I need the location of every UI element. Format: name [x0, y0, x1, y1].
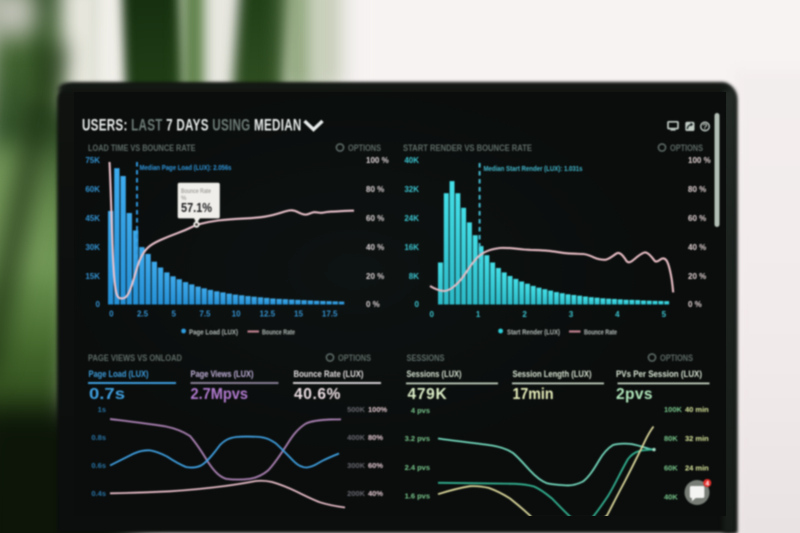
svg-text:40K: 40K [664, 493, 678, 502]
svg-text:100 %: 100 % [366, 156, 389, 165]
svg-text:5: 5 [171, 310, 176, 319]
svg-text:20 %: 20 % [688, 272, 706, 281]
svg-text:Session Length (LUX): Session Length (LUX) [513, 369, 592, 380]
svg-text:1s: 1s [98, 405, 106, 414]
svg-text:0.4s: 0.4s [91, 489, 106, 498]
svg-text:%: % [181, 196, 187, 202]
svg-text:60 %: 60 % [366, 214, 384, 223]
svg-text:500K: 500K [347, 405, 366, 414]
svg-text:0 %: 0 % [366, 300, 380, 309]
svg-text:OPTIONS: OPTIONS [670, 143, 703, 154]
svg-text:300K: 300K [347, 461, 366, 470]
svg-text:40 %: 40 % [688, 243, 706, 252]
svg-text:80 %: 80 % [366, 185, 384, 194]
svg-text:OPTIONS: OPTIONS [348, 143, 381, 154]
svg-text:LOAD TIME VS BOUNCE RATE: LOAD TIME VS BOUNCE RATE [88, 143, 196, 153]
svg-text:200K: 200K [347, 489, 366, 498]
svg-text:8K: 8K [409, 272, 419, 281]
svg-text:80%: 80% [368, 433, 383, 442]
svg-text:40%: 40% [368, 489, 383, 498]
svg-text:SESSIONS: SESSIONS [407, 353, 445, 363]
svg-text:24K: 24K [404, 214, 419, 223]
svg-text:OPTIONS: OPTIONS [338, 353, 371, 364]
svg-text:Page Views (LUX): Page Views (LUX) [191, 369, 254, 380]
svg-text:0.6s: 0.6s [91, 461, 106, 470]
svg-text:100 %: 100 % [688, 156, 711, 165]
svg-text:0: 0 [109, 310, 114, 319]
svg-text:0: 0 [429, 310, 434, 319]
svg-text:2.4 pvs: 2.4 pvs [405, 463, 430, 472]
svg-text:32 min: 32 min [685, 434, 709, 443]
svg-text:0: 0 [96, 300, 101, 309]
svg-text:2: 2 [522, 310, 527, 319]
svg-text:PAGE VIEWS VS ONLOAD: PAGE VIEWS VS ONLOAD [88, 353, 182, 363]
svg-text:1.6 pvs: 1.6 pvs [405, 492, 430, 501]
svg-text:15: 15 [294, 310, 303, 319]
svg-text:80 %: 80 % [688, 185, 706, 194]
svg-text:?: ? [702, 122, 707, 132]
svg-text:10: 10 [232, 310, 241, 319]
svg-text:4: 4 [615, 310, 620, 319]
svg-text:Bounce Rate: Bounce Rate [181, 189, 212, 195]
svg-text:Page Load (LUX): Page Load (LUX) [89, 369, 149, 380]
svg-text:40 %: 40 % [366, 243, 384, 252]
svg-text:20 %: 20 % [366, 272, 384, 281]
svg-text:2pvs: 2pvs [616, 386, 653, 403]
svg-text:80K: 80K [664, 434, 678, 443]
svg-text:57.1%: 57.1% [181, 200, 212, 215]
svg-text:16K: 16K [404, 243, 419, 252]
svg-text:24 min: 24 min [685, 464, 709, 473]
svg-text:17min: 17min [513, 386, 554, 403]
svg-text:32K: 32K [404, 185, 419, 194]
svg-text:75K: 75K [85, 156, 100, 165]
svg-text:USERS: LAST 7 DAYS USING MEDIA: USERS: LAST 7 DAYS USING MEDIAN [82, 116, 302, 135]
svg-text:100%: 100% [368, 405, 388, 414]
svg-text:1: 1 [476, 310, 481, 319]
svg-text:5: 5 [662, 310, 667, 319]
svg-text:Bounce Rate: Bounce Rate [584, 328, 617, 337]
svg-text:60K: 60K [664, 464, 678, 473]
svg-text:0: 0 [415, 300, 420, 309]
svg-text:400K: 400K [347, 433, 366, 442]
svg-text:0 %: 0 % [688, 300, 702, 309]
svg-text:40K: 40K [404, 156, 419, 165]
svg-text:START RENDER VS BOUNCE RATE: START RENDER VS BOUNCE RATE [403, 143, 532, 153]
svg-text:0.8s: 0.8s [91, 433, 106, 442]
svg-text:15K: 15K [85, 272, 100, 281]
svg-text:4 pvs: 4 pvs [411, 406, 430, 415]
svg-text:479K: 479K [408, 386, 448, 403]
svg-text:12.5: 12.5 [260, 310, 276, 319]
svg-text:2.7Mpvs: 2.7Mpvs [191, 386, 249, 403]
svg-text:45K: 45K [85, 214, 100, 223]
svg-text:Median Page Load (LUX): 2.056s: Median Page Load (LUX): 2.056s [140, 163, 232, 172]
svg-text:4: 4 [705, 481, 709, 488]
svg-text:Page Load (LUX): Page Load (LUX) [189, 328, 238, 337]
svg-text:40 min: 40 min [685, 405, 709, 414]
svg-text:3: 3 [569, 310, 574, 319]
svg-text:17.5: 17.5 [322, 310, 338, 319]
svg-text:Start Render (LUX): Start Render (LUX) [507, 328, 560, 337]
svg-text:100K: 100K [664, 405, 683, 414]
svg-text:0.7s: 0.7s [89, 386, 125, 403]
svg-text:60K: 60K [85, 185, 100, 194]
svg-text:Sessions (LUX): Sessions (LUX) [407, 369, 462, 380]
svg-text:30K: 30K [85, 243, 100, 252]
svg-text:60 %: 60 % [688, 214, 706, 223]
svg-text:Median Start Render (LUX): 1.0: Median Start Render (LUX): 1.031s [484, 164, 583, 173]
svg-text:OPTIONS: OPTIONS [660, 353, 693, 364]
svg-text:Bounce Rate: Bounce Rate [262, 328, 295, 337]
svg-text:40.6%: 40.6% [294, 386, 341, 403]
svg-text:PVs Per Session (LUX): PVs Per Session (LUX) [616, 369, 702, 380]
svg-text:3.2 pvs: 3.2 pvs [405, 434, 430, 443]
svg-text:2.5: 2.5 [137, 310, 149, 319]
svg-text:Bounce Rate (LUX): Bounce Rate (LUX) [294, 369, 364, 380]
svg-text:60%: 60% [368, 461, 383, 470]
svg-text:7.5: 7.5 [199, 310, 211, 319]
